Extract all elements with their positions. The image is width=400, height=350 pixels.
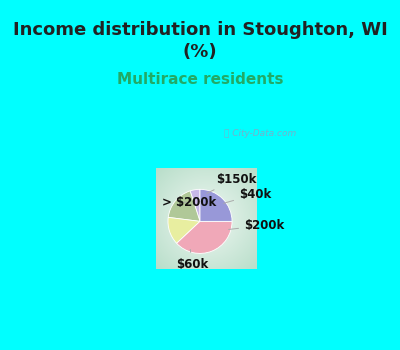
Text: Income distribution in Stoughton, WI
(%): Income distribution in Stoughton, WI (%) (13, 21, 387, 61)
Wedge shape (190, 189, 200, 222)
Text: ⓘ City-Data.com: ⓘ City-Data.com (224, 129, 296, 138)
Text: $60k: $60k (176, 250, 208, 271)
Text: > $200k: > $200k (162, 196, 216, 209)
Text: $150k: $150k (207, 173, 256, 193)
Wedge shape (168, 217, 200, 243)
Wedge shape (168, 191, 200, 222)
Wedge shape (177, 221, 232, 253)
Text: $40k: $40k (224, 188, 271, 203)
Text: $200k: $200k (229, 219, 284, 232)
Wedge shape (200, 189, 232, 222)
Text: Multirace residents: Multirace residents (117, 72, 283, 87)
